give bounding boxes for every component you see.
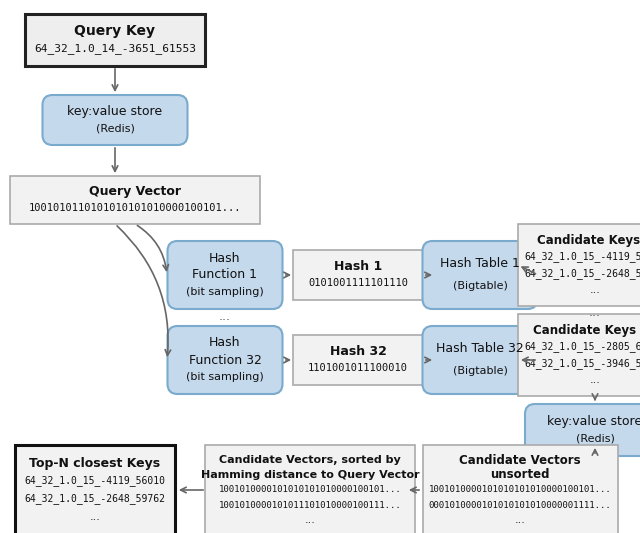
FancyBboxPatch shape	[15, 445, 175, 533]
Text: ...: ...	[515, 515, 525, 525]
Text: 64_32_1.0_15_-4119_56010: 64_32_1.0_15_-4119_56010	[525, 252, 640, 262]
Text: Candidate Keys 32: Candidate Keys 32	[533, 324, 640, 337]
Text: 0101001111101110: 0101001111101110	[308, 278, 408, 288]
Text: ...: ...	[90, 512, 100, 522]
Text: unsorted: unsorted	[490, 469, 550, 481]
Text: ...: ...	[589, 375, 600, 385]
FancyBboxPatch shape	[293, 335, 423, 385]
Text: (Bigtable): (Bigtable)	[452, 366, 508, 376]
FancyBboxPatch shape	[42, 95, 188, 145]
FancyBboxPatch shape	[293, 250, 423, 300]
Text: Candidate Vectors, sorted by: Candidate Vectors, sorted by	[219, 455, 401, 465]
FancyBboxPatch shape	[205, 445, 415, 533]
Text: 64_32_1.0_15_-2805_60919: 64_32_1.0_15_-2805_60919	[525, 341, 640, 352]
Text: key:value store: key:value store	[67, 105, 163, 118]
Text: 1001010110101010101010000100101...: 1001010110101010101010000100101...	[29, 203, 241, 213]
Text: ...: ...	[589, 305, 601, 319]
FancyBboxPatch shape	[518, 224, 640, 306]
Text: 0001010000101010101010000001111...: 0001010000101010101010000001111...	[429, 500, 611, 510]
Text: Hash: Hash	[209, 252, 241, 264]
Text: Function 32: Function 32	[189, 353, 261, 367]
Text: (bit sampling): (bit sampling)	[186, 372, 264, 382]
Text: Query Vector: Query Vector	[89, 185, 181, 198]
FancyBboxPatch shape	[422, 445, 618, 533]
Text: (Redis): (Redis)	[95, 123, 134, 133]
Text: 64_32_1.0_15_-2648_59762: 64_32_1.0_15_-2648_59762	[525, 268, 640, 279]
Text: 64_32_1.0_15_-2648_59762: 64_32_1.0_15_-2648_59762	[24, 494, 166, 504]
Text: key:value store: key:value store	[547, 415, 640, 428]
FancyBboxPatch shape	[168, 241, 282, 309]
Text: Hash: Hash	[209, 336, 241, 350]
Text: (Bigtable): (Bigtable)	[452, 281, 508, 292]
Text: ...: ...	[219, 311, 231, 324]
Text: 1001010000101010101010000100101...: 1001010000101010101010000100101...	[219, 486, 401, 495]
Text: 64_32_1.0_14_-3651_61553: 64_32_1.0_14_-3651_61553	[34, 43, 196, 54]
Text: Hash Table 32: Hash Table 32	[436, 342, 524, 355]
Text: ...: ...	[589, 285, 600, 295]
FancyBboxPatch shape	[422, 241, 538, 309]
Text: Hash 32: Hash 32	[330, 345, 387, 358]
Text: 1001010000101011101010000100111...: 1001010000101011101010000100111...	[219, 500, 401, 510]
Text: 1101001011100010: 1101001011100010	[308, 364, 408, 373]
FancyBboxPatch shape	[518, 314, 640, 396]
Text: Hamming distance to Query Vector: Hamming distance to Query Vector	[201, 470, 419, 480]
FancyBboxPatch shape	[10, 176, 260, 224]
Text: Query Key: Query Key	[74, 25, 156, 38]
Text: ...: ...	[305, 515, 316, 525]
Text: Candidate Vectors: Candidate Vectors	[459, 454, 581, 466]
FancyBboxPatch shape	[25, 14, 205, 66]
FancyBboxPatch shape	[422, 326, 538, 394]
FancyBboxPatch shape	[168, 326, 282, 394]
Text: Hash Table 1: Hash Table 1	[440, 257, 520, 270]
Text: (Redis): (Redis)	[575, 434, 614, 443]
Text: Candidate Keys 1: Candidate Keys 1	[538, 234, 640, 247]
Text: (bit sampling): (bit sampling)	[186, 287, 264, 297]
Text: 1001010000101010101010000100101...: 1001010000101010101010000100101...	[429, 486, 611, 495]
Text: Hash 1: Hash 1	[334, 260, 382, 273]
Text: 64_32_1.0_15_-4119_56010: 64_32_1.0_15_-4119_56010	[24, 475, 166, 487]
Text: Function 1: Function 1	[193, 269, 257, 281]
Text: 64_32_1.0_15_-3946_55381: 64_32_1.0_15_-3946_55381	[525, 358, 640, 369]
FancyBboxPatch shape	[525, 404, 640, 456]
Text: Top-N closest Keys: Top-N closest Keys	[29, 456, 161, 470]
